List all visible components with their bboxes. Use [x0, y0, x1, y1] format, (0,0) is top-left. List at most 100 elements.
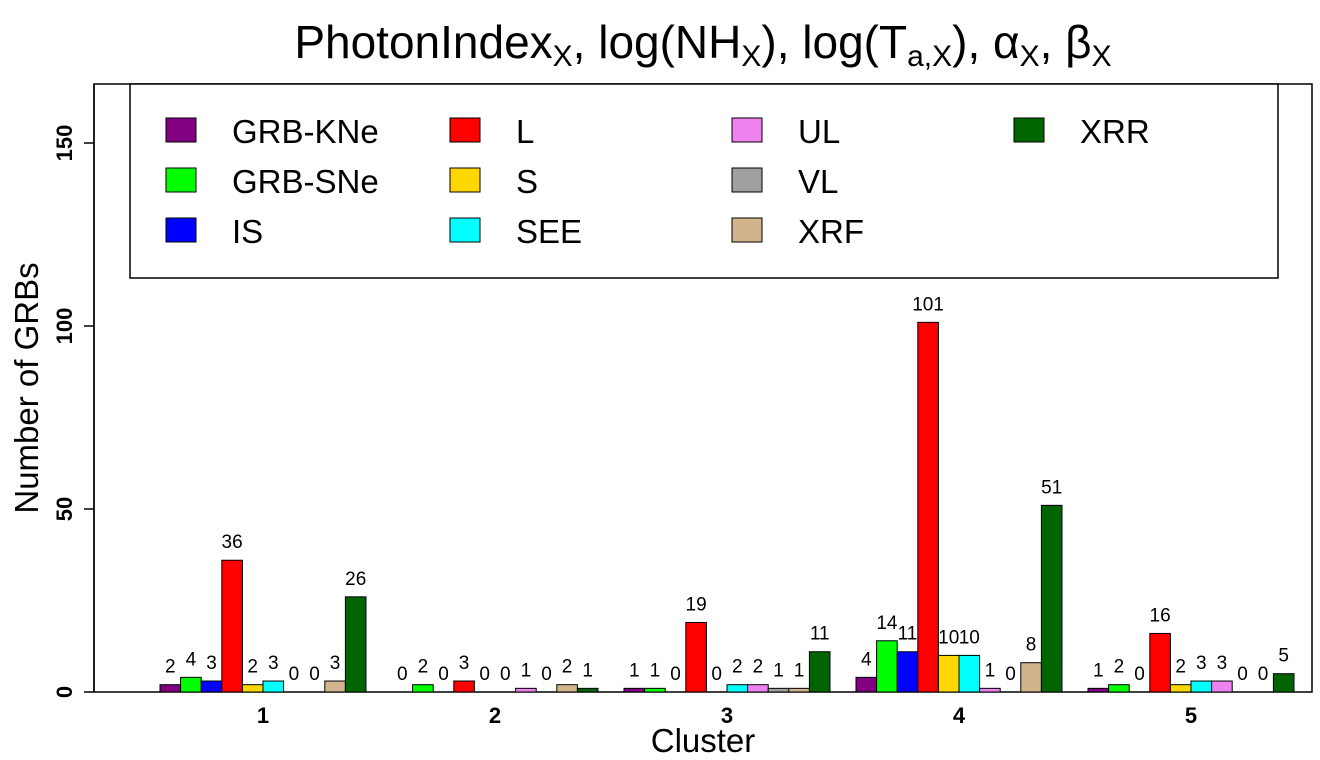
- bar-s-cluster-5: [1169, 684, 1192, 693]
- bar-xrr-cluster-5: [1272, 673, 1295, 693]
- x-tick-label: 3: [721, 703, 733, 728]
- data-label: 19: [686, 594, 707, 615]
- data-label: 101: [912, 294, 944, 315]
- bar-l-cluster-4: [917, 321, 939, 693]
- data-label: 11: [898, 624, 918, 645]
- bar-is-cluster-4: [896, 651, 919, 693]
- legend-swatch-grb-kne: [165, 117, 197, 143]
- data-label: 2: [165, 657, 176, 678]
- data-label: 14: [876, 613, 898, 634]
- data-label: 0: [1237, 664, 1248, 685]
- bar-see-cluster-3: [726, 684, 749, 693]
- bar-grb-kne-cluster-5: [1087, 687, 1110, 693]
- legend: GRB-KNe GRB-SNe IS LS SEE UL VL XRF XRR: [165, 113, 1150, 250]
- data-label: 11: [810, 624, 830, 645]
- legend-swatch-is: [165, 217, 197, 243]
- chart-title: PhotonIndexX, log(NHX), log(Ta,X), αX, β…: [294, 16, 1111, 73]
- data-label: 0: [1134, 664, 1145, 685]
- y-tick-label: 50: [52, 497, 77, 521]
- bar-l-cluster-1: [221, 559, 243, 693]
- data-label: 1: [521, 660, 532, 681]
- data-label: 8: [1026, 635, 1037, 656]
- data-label: 1: [794, 660, 805, 681]
- legend-label-xrr: XRR: [1080, 113, 1150, 150]
- bar-xrf-cluster-4: [1020, 662, 1042, 693]
- data-label: 3: [1196, 653, 1207, 674]
- chart-title-part: ), α: [952, 16, 1019, 68]
- legend-swatch-s: [449, 167, 481, 193]
- data-label: 2: [753, 657, 764, 678]
- data-label: 10: [959, 627, 980, 648]
- legend-swatch-xrf: [731, 217, 763, 243]
- chart-title-part: , β: [1040, 16, 1092, 68]
- data-label: 3: [1217, 653, 1228, 674]
- bar-see-cluster-5: [1190, 680, 1213, 693]
- x-axis-label: Cluster: [651, 722, 756, 759]
- x-tick-label: 1: [257, 703, 269, 728]
- bar-xrr-cluster-4: [1040, 504, 1063, 693]
- data-label: 3: [206, 653, 217, 674]
- bar-s-cluster-1: [241, 684, 264, 693]
- x-tick-label: 2: [489, 703, 501, 728]
- data-label: 0: [289, 664, 300, 685]
- data-label: 2: [1175, 657, 1186, 678]
- data-label: 2: [732, 657, 743, 678]
- bar-l-cluster-5: [1149, 632, 1171, 693]
- data-label: 1: [1093, 660, 1104, 681]
- x-tick-label: 4: [953, 703, 966, 728]
- data-label: 1: [650, 660, 661, 681]
- legend-swatch-xrr: [1013, 117, 1045, 143]
- chart-title-subscript: a,X: [907, 40, 952, 73]
- data-label: 1: [629, 660, 640, 681]
- data-label: 0: [1258, 664, 1269, 685]
- data-label: 3: [330, 653, 341, 674]
- bars-group: [159, 321, 1295, 693]
- bar-grb-sne-cluster-5: [1108, 684, 1130, 693]
- y-tick-label: 0: [52, 686, 77, 698]
- bar-xrf-cluster-3: [788, 687, 810, 693]
- data-label: 1: [985, 660, 996, 681]
- y-tick-label: 150: [52, 125, 77, 162]
- data-label: 16: [1150, 605, 1171, 626]
- x-axis: 1 2 3 4 5: [257, 703, 1197, 728]
- legend-label-is: IS: [232, 213, 263, 250]
- bar-ul-cluster-3: [747, 684, 769, 693]
- bar-grb-sne-cluster-2: [412, 684, 434, 693]
- bar-xrr-cluster-1: [344, 596, 367, 693]
- data-label: 0: [711, 664, 722, 685]
- chart-title-subscript: X: [1020, 40, 1040, 73]
- chart-title-part: ), log(T: [761, 16, 907, 68]
- legend-label-grb-kne: GRB-KNe: [232, 113, 379, 150]
- chart-title-subscript: X: [741, 40, 761, 73]
- data-label: 2: [418, 657, 429, 678]
- data-label: 4: [861, 649, 872, 670]
- bar-xrf-cluster-2: [556, 684, 578, 693]
- bar-is-cluster-1: [200, 680, 223, 693]
- bar-ul-cluster-5: [1211, 680, 1233, 693]
- y-tick-label: 100: [52, 308, 77, 345]
- bar-xrr-cluster-2: [576, 687, 599, 693]
- legend-swatch-see: [449, 217, 481, 243]
- data-label: 0: [670, 664, 681, 685]
- legend-label-see: SEE: [516, 213, 582, 250]
- legend-label-vl: VL: [798, 163, 838, 200]
- chart-title-part: PhotonIndex: [294, 16, 552, 68]
- bar-grb-kne-cluster-1: [159, 684, 182, 693]
- bar-grb-kne-cluster-3: [623, 687, 646, 693]
- bar-ul-cluster-2: [515, 687, 537, 693]
- data-label: 2: [1114, 657, 1125, 678]
- data-label: 26: [345, 569, 366, 590]
- data-label: 0: [541, 664, 552, 685]
- data-label: 4: [186, 649, 197, 670]
- bar-xrr-cluster-3: [808, 651, 831, 693]
- legend-label-ul: UL: [798, 113, 840, 150]
- bar-ul-cluster-4: [979, 687, 1001, 693]
- bar-vl-cluster-3: [767, 687, 790, 693]
- chart-title-part: , log(NH: [573, 16, 742, 68]
- data-label: 3: [268, 653, 279, 674]
- data-label: 5: [1278, 646, 1289, 667]
- legend-swatch-vl: [731, 167, 763, 193]
- bar-grb-kne-cluster-4: [855, 676, 878, 693]
- data-label: 51: [1041, 477, 1062, 498]
